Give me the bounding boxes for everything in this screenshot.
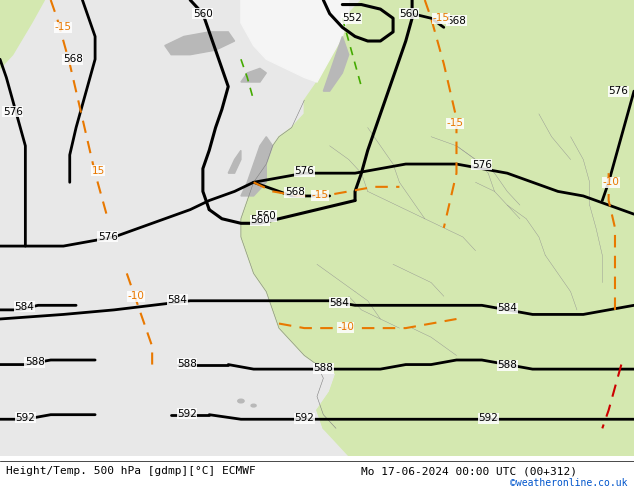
Text: 560: 560 bbox=[250, 215, 270, 225]
Text: -15: -15 bbox=[447, 118, 463, 128]
Text: -15: -15 bbox=[312, 190, 328, 200]
Text: 584: 584 bbox=[167, 295, 188, 305]
Polygon shape bbox=[241, 69, 266, 82]
Text: 15: 15 bbox=[92, 166, 105, 176]
Text: -10: -10 bbox=[603, 177, 619, 187]
Polygon shape bbox=[241, 0, 349, 82]
Text: Height/Temp. 500 hPa [gdmp][°C] ECMWF: Height/Temp. 500 hPa [gdmp][°C] ECMWF bbox=[6, 466, 256, 476]
Text: 584: 584 bbox=[14, 302, 34, 312]
Text: 584: 584 bbox=[497, 303, 517, 313]
Polygon shape bbox=[241, 137, 273, 196]
Text: 560: 560 bbox=[399, 9, 419, 19]
Polygon shape bbox=[241, 0, 634, 456]
Polygon shape bbox=[349, 424, 634, 456]
Text: 592: 592 bbox=[177, 409, 197, 419]
Ellipse shape bbox=[251, 404, 256, 407]
Polygon shape bbox=[228, 150, 241, 173]
Text: 568: 568 bbox=[285, 187, 305, 197]
Text: 568: 568 bbox=[63, 54, 83, 64]
Text: 588: 588 bbox=[313, 363, 333, 373]
Text: -10: -10 bbox=[128, 291, 145, 301]
Text: 568: 568 bbox=[446, 16, 467, 25]
Polygon shape bbox=[355, 9, 399, 36]
Text: 588: 588 bbox=[497, 361, 517, 370]
Text: 584: 584 bbox=[329, 297, 349, 308]
Text: -15: -15 bbox=[55, 23, 72, 32]
Polygon shape bbox=[323, 36, 349, 91]
Text: 588: 588 bbox=[177, 359, 197, 368]
Text: 576: 576 bbox=[3, 107, 23, 117]
Polygon shape bbox=[317, 333, 418, 438]
Text: 576: 576 bbox=[608, 86, 628, 96]
Text: 560: 560 bbox=[193, 9, 213, 19]
Polygon shape bbox=[165, 32, 235, 55]
Text: -15: -15 bbox=[432, 13, 449, 23]
Text: 592: 592 bbox=[294, 414, 314, 423]
Ellipse shape bbox=[238, 399, 244, 403]
Text: 592: 592 bbox=[478, 414, 498, 423]
Text: 552: 552 bbox=[342, 13, 362, 23]
Text: 576: 576 bbox=[294, 166, 314, 176]
Text: 592: 592 bbox=[15, 413, 36, 423]
Text: 576: 576 bbox=[472, 160, 492, 170]
Text: 560: 560 bbox=[256, 211, 276, 221]
Text: 576: 576 bbox=[98, 232, 118, 242]
Text: Mo 17-06-2024 00:00 UTC (00+312): Mo 17-06-2024 00:00 UTC (00+312) bbox=[361, 466, 578, 476]
Text: -10: -10 bbox=[337, 322, 354, 332]
Polygon shape bbox=[0, 0, 44, 69]
Text: ©weatheronline.co.uk: ©weatheronline.co.uk bbox=[510, 478, 628, 488]
Text: 588: 588 bbox=[25, 357, 45, 368]
